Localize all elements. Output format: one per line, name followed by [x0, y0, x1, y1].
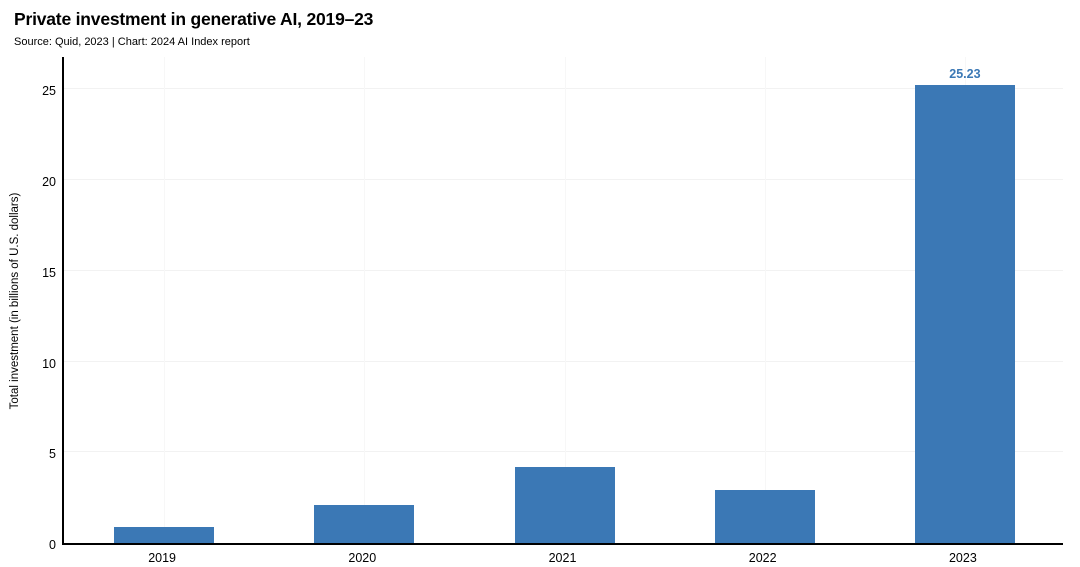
- y-tick-label: 25: [42, 84, 56, 99]
- y-axis-title: Total investment (in billions of U.S. do…: [9, 192, 21, 410]
- bar-2021: [514, 466, 615, 543]
- x-tick-label: 2023: [948, 551, 977, 565]
- y-tick-label: 10: [42, 356, 56, 371]
- horizontal-gridline: [64, 451, 1063, 453]
- horizontal-gridline: [64, 360, 1063, 362]
- bar-2020: [314, 504, 415, 543]
- horizontal-gridline: [64, 179, 1063, 181]
- y-tick-label: 15: [42, 265, 56, 280]
- bar-2022: [714, 490, 815, 543]
- horizontal-gridline: [64, 269, 1063, 271]
- bar-2019: [114, 526, 215, 543]
- bar-2023: [914, 85, 1015, 543]
- plot-area: 25.23: [62, 57, 1063, 545]
- vertical-gridline: [564, 57, 566, 543]
- x-tick-label: 2022: [748, 551, 777, 565]
- vertical-gridline: [164, 57, 166, 543]
- x-tick-label: 2019: [148, 551, 176, 565]
- horizontal-gridline: [64, 88, 1063, 90]
- x-tick-label: 2021: [548, 551, 577, 565]
- x-tick-label: 2020: [348, 551, 377, 565]
- bar-value-label: 25.23: [949, 67, 981, 82]
- vertical-gridline: [364, 57, 366, 543]
- chart-title: Private investment in generative AI, 201…: [14, 9, 374, 29]
- y-tick-label: 5: [49, 447, 56, 462]
- vertical-gridline: [764, 57, 766, 543]
- chart-subtitle: Source: Quid, 2023 | Chart: 2024 AI Inde…: [14, 36, 250, 48]
- y-tick-label: 20: [42, 175, 56, 190]
- y-tick-label: 0: [49, 538, 56, 552]
